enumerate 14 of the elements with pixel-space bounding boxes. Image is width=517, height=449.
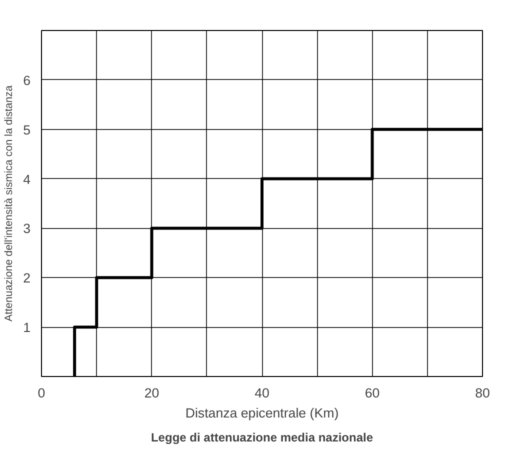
- x-tick-label: 40: [254, 386, 270, 400]
- x-tick-label: 60: [364, 386, 380, 400]
- y-tick-label: 6: [23, 72, 31, 88]
- y-tick-label: 2: [23, 270, 31, 286]
- y-tick-label: 1: [23, 320, 31, 336]
- x-tick-label: 20: [144, 386, 160, 400]
- y-tick-label: 5: [23, 122, 31, 138]
- y-tick-label: 4: [23, 172, 32, 187]
- x-tick-label: 80: [475, 386, 490, 400]
- x-tick-label: 0: [38, 386, 46, 400]
- y-tick-label: 3: [23, 221, 31, 236]
- y-axis-title: Attenuazione dell'intensità sismica con la distanza: [3, 85, 16, 322]
- text: Legge di attenuazione media nazionale: [150, 430, 374, 444]
- x-axis-title: Distanza epicentrale (Km): [185, 406, 339, 420]
